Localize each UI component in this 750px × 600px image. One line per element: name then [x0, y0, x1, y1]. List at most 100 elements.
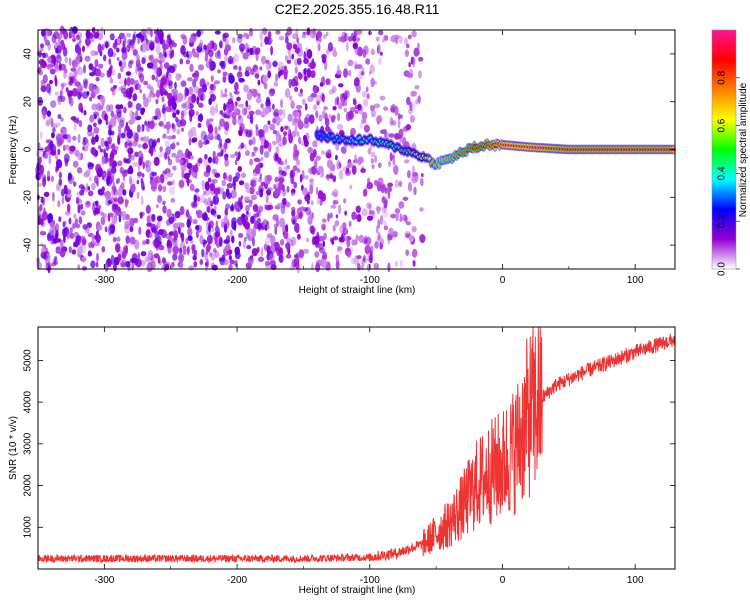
spectrogram-noise-cell [245, 129, 252, 138]
spectrogram-noise-cell [238, 78, 245, 83]
spectrogram-noise-cell [166, 34, 171, 40]
spectrogram-noise-cell [265, 194, 269, 204]
spectrogram-noise-cell [170, 143, 176, 150]
spectrogram-noise-cell [142, 240, 147, 246]
spectrogram-noise-cell [179, 260, 184, 269]
spectrogram-noise-cell [165, 106, 172, 113]
spectrogram-noise-cell [212, 150, 216, 159]
snr-y-tick-label: 1000 [23, 516, 34, 539]
spectrogram-noise-cell [129, 226, 134, 233]
spectrogram-noise-cell [224, 88, 228, 94]
spectrogram-noise-cell [343, 68, 348, 78]
spectrogram-noise-cell [136, 171, 143, 180]
spectrogram-noise-cell [272, 60, 278, 67]
spectrogram-noise-cell [262, 108, 266, 117]
spectrogram-noise-cell [272, 130, 277, 135]
spectrogram-noise-cell [181, 127, 184, 132]
spectrogram-noise-cell [197, 122, 202, 128]
spectrogram-noise-cell [290, 177, 295, 185]
spectrogram-noise-cell [257, 92, 261, 99]
spectrogram-noise-cell [307, 62, 312, 68]
spectrogram-noise-cell [235, 172, 241, 179]
spectrogram-noise-cell [344, 210, 348, 216]
spectrogram-noise-cell [82, 79, 86, 89]
spectrogram-x-axis-label: Height of straight line (km) [299, 285, 416, 296]
spectrogram-noise-cell [209, 183, 215, 192]
spectrogram-noise-cell [389, 152, 393, 162]
spectrogram-noise-cell [55, 48, 58, 54]
spectrogram-noise-cell [171, 152, 177, 158]
spectrogram-noise-cell [140, 251, 147, 257]
spectrogram-noise-cell [44, 146, 50, 152]
spectrogram-noise-cell [264, 175, 268, 185]
spectrogram-noise-cell [281, 170, 287, 177]
spectrogram-noise-cell [98, 105, 104, 111]
spectrogram-noise-cell [43, 37, 48, 42]
spectrogram-noise-cell [278, 70, 283, 76]
spectrogram-noise-cell [159, 35, 164, 45]
spectrogram-noise-cell [283, 131, 288, 137]
spectrogram-noise-cell [341, 97, 345, 107]
spectrogram-noise-cell [244, 70, 250, 77]
spectrogram-noise-cell [249, 199, 254, 205]
spectrogram-noise-cell [148, 251, 152, 260]
spectrogram-noise-cell [245, 66, 252, 71]
spectrogram-noise-cell [246, 244, 252, 250]
spectrogram-noise-cell [125, 214, 130, 221]
spectrogram-noise-cell [57, 200, 61, 208]
spectrogram-noise-cell [196, 30, 201, 38]
spectrogram-noise-cell [150, 29, 153, 38]
spectrogram-noise-cell [298, 117, 302, 123]
spectrogram-noise-cell [321, 168, 325, 177]
spectrogram-noise-cell [375, 36, 380, 42]
spectrogram-noise-cell [350, 257, 355, 265]
spectrogram-noise-cell [399, 259, 403, 268]
spectrogram-noise-cell [224, 214, 228, 224]
spectrogram-noise-cell [404, 159, 410, 164]
spectrogram-noise-cell [116, 160, 123, 166]
spectrogram-noise-cell [237, 151, 241, 160]
spectrogram-noise-cell [81, 256, 87, 263]
spectrogram-noise-cell [93, 51, 99, 56]
spectrogram-noise-cell [359, 123, 364, 129]
spectrogram-noise-cell [332, 224, 336, 232]
spectrogram-noise-cell [204, 153, 208, 160]
spectrogram-noise-cell [211, 264, 218, 271]
spectrogram-noise-cell [202, 93, 206, 102]
spectrogram-noise-cell [370, 77, 375, 88]
spectrogram-noise-cell [49, 68, 56, 75]
spectrogram-noise-cell [132, 161, 138, 167]
spectrogram-noise-cell [42, 109, 46, 120]
spectrogram-noise-cell [80, 210, 86, 216]
spectrogram-noise-cell [116, 57, 120, 61]
spectrogram-noise-cell [83, 110, 87, 116]
spectrogram-noise-cell [83, 64, 86, 74]
spectrogram-noise-cell [175, 155, 180, 163]
spectrogram-noise-cell [126, 140, 133, 145]
spectrogram-noise-cell [284, 158, 288, 166]
spectrogram-noise-cell [397, 119, 401, 129]
snr-x-tick-label: -200 [227, 575, 247, 586]
spectrogram-noise-cell [39, 204, 43, 212]
spectrogram-noise-cell [347, 69, 352, 77]
spectrogram-noise-cell [404, 37, 408, 46]
spectrogram-noise-cell [97, 43, 102, 54]
spectrogram-noise-cell [304, 175, 309, 180]
spectrogram-noise-cell [354, 104, 358, 110]
spectrogram-noise-cell [275, 73, 278, 82]
spectrogram-noise-cell [138, 226, 142, 235]
spectrogram-noise-cell [260, 41, 263, 48]
spectrogram-noise-cell [224, 207, 229, 217]
spectrogram-noise-cell [224, 121, 230, 131]
spectrogram-noise-cell [142, 142, 148, 150]
spectrogram-noise-cell [252, 204, 259, 212]
spectrogram-noise-cell [240, 142, 245, 149]
spectrogram-noise-cell [103, 54, 107, 62]
spectrogram-cells [35, 25, 426, 274]
spectrogram-noise-cell [232, 37, 236, 44]
spectrogram-noise-cell [157, 256, 161, 264]
spectrogram-noise-cell [145, 160, 150, 166]
spectrogram-noise-cell [246, 233, 249, 240]
spectrogram-noise-cell [77, 133, 81, 144]
spectrogram-noise-cell [218, 125, 221, 131]
